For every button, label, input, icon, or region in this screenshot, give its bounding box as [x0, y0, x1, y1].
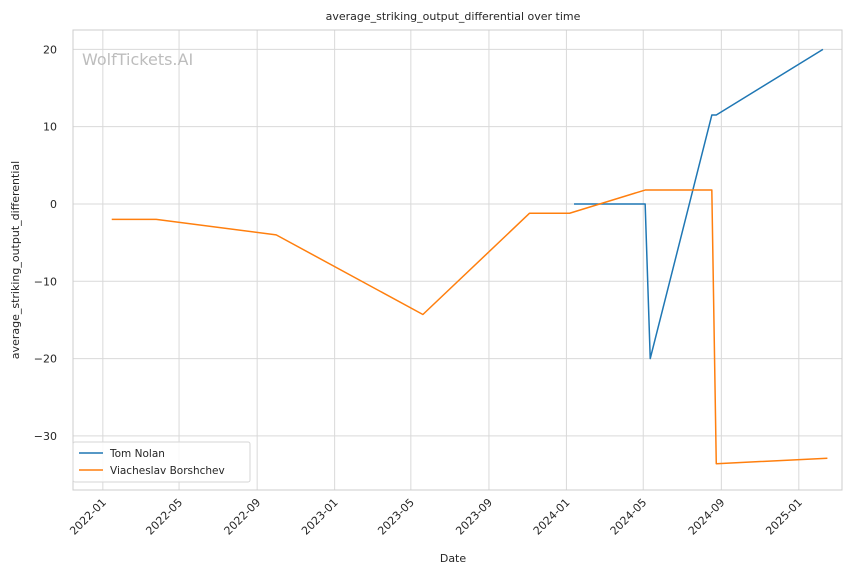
watermark: WolfTickets.AI [82, 50, 193, 69]
y-tick-label: −30 [34, 430, 57, 443]
x-tick-label: 2023-01 [299, 496, 341, 538]
x-tick-label: 2022-05 [143, 496, 185, 538]
plot-frame [72, 29, 843, 491]
y-tick-label: 10 [43, 121, 57, 134]
y-tick-label: 20 [43, 43, 57, 56]
y-axis-title: average_striking_output_differential [9, 161, 22, 359]
y-tick-label: 0 [50, 198, 57, 211]
x-tick-label: 2024-01 [531, 496, 573, 538]
series-line-1 [574, 48, 824, 360]
x-tick-label: 2023-05 [375, 496, 417, 538]
series-line-2 [111, 189, 828, 465]
plot-background [73, 30, 842, 490]
y-tick-label: −10 [34, 275, 57, 288]
x-tick-label: 2025-01 [763, 496, 805, 538]
x-tick-label: 2022-01 [67, 496, 109, 538]
series-layer [111, 48, 828, 465]
x-tick-label: 2022-09 [222, 496, 264, 538]
legend-label-1: Tom Nolan [109, 448, 165, 460]
legend-label-2: Viacheslav Borshchev [110, 465, 225, 477]
chart-title: average_striking_output_differential ove… [326, 10, 581, 23]
y-tick-label: −20 [34, 353, 57, 366]
legend-box [72, 441, 251, 483]
x-tick-label: 2024-09 [686, 496, 728, 538]
legend: Tom Nolan Viacheslav Borshchev [72, 441, 251, 483]
x-tick-label: 2023-09 [453, 496, 495, 538]
x-tick-labels: 2022-01 2022-05 2022-09 2023-01 2023-05 2023-… [67, 496, 805, 538]
x-axis-title: Date [440, 552, 467, 565]
x-tick-label: 2024-05 [608, 496, 650, 538]
y-tick-labels: 20 10 0 −10 −20 −30 [34, 43, 57, 443]
